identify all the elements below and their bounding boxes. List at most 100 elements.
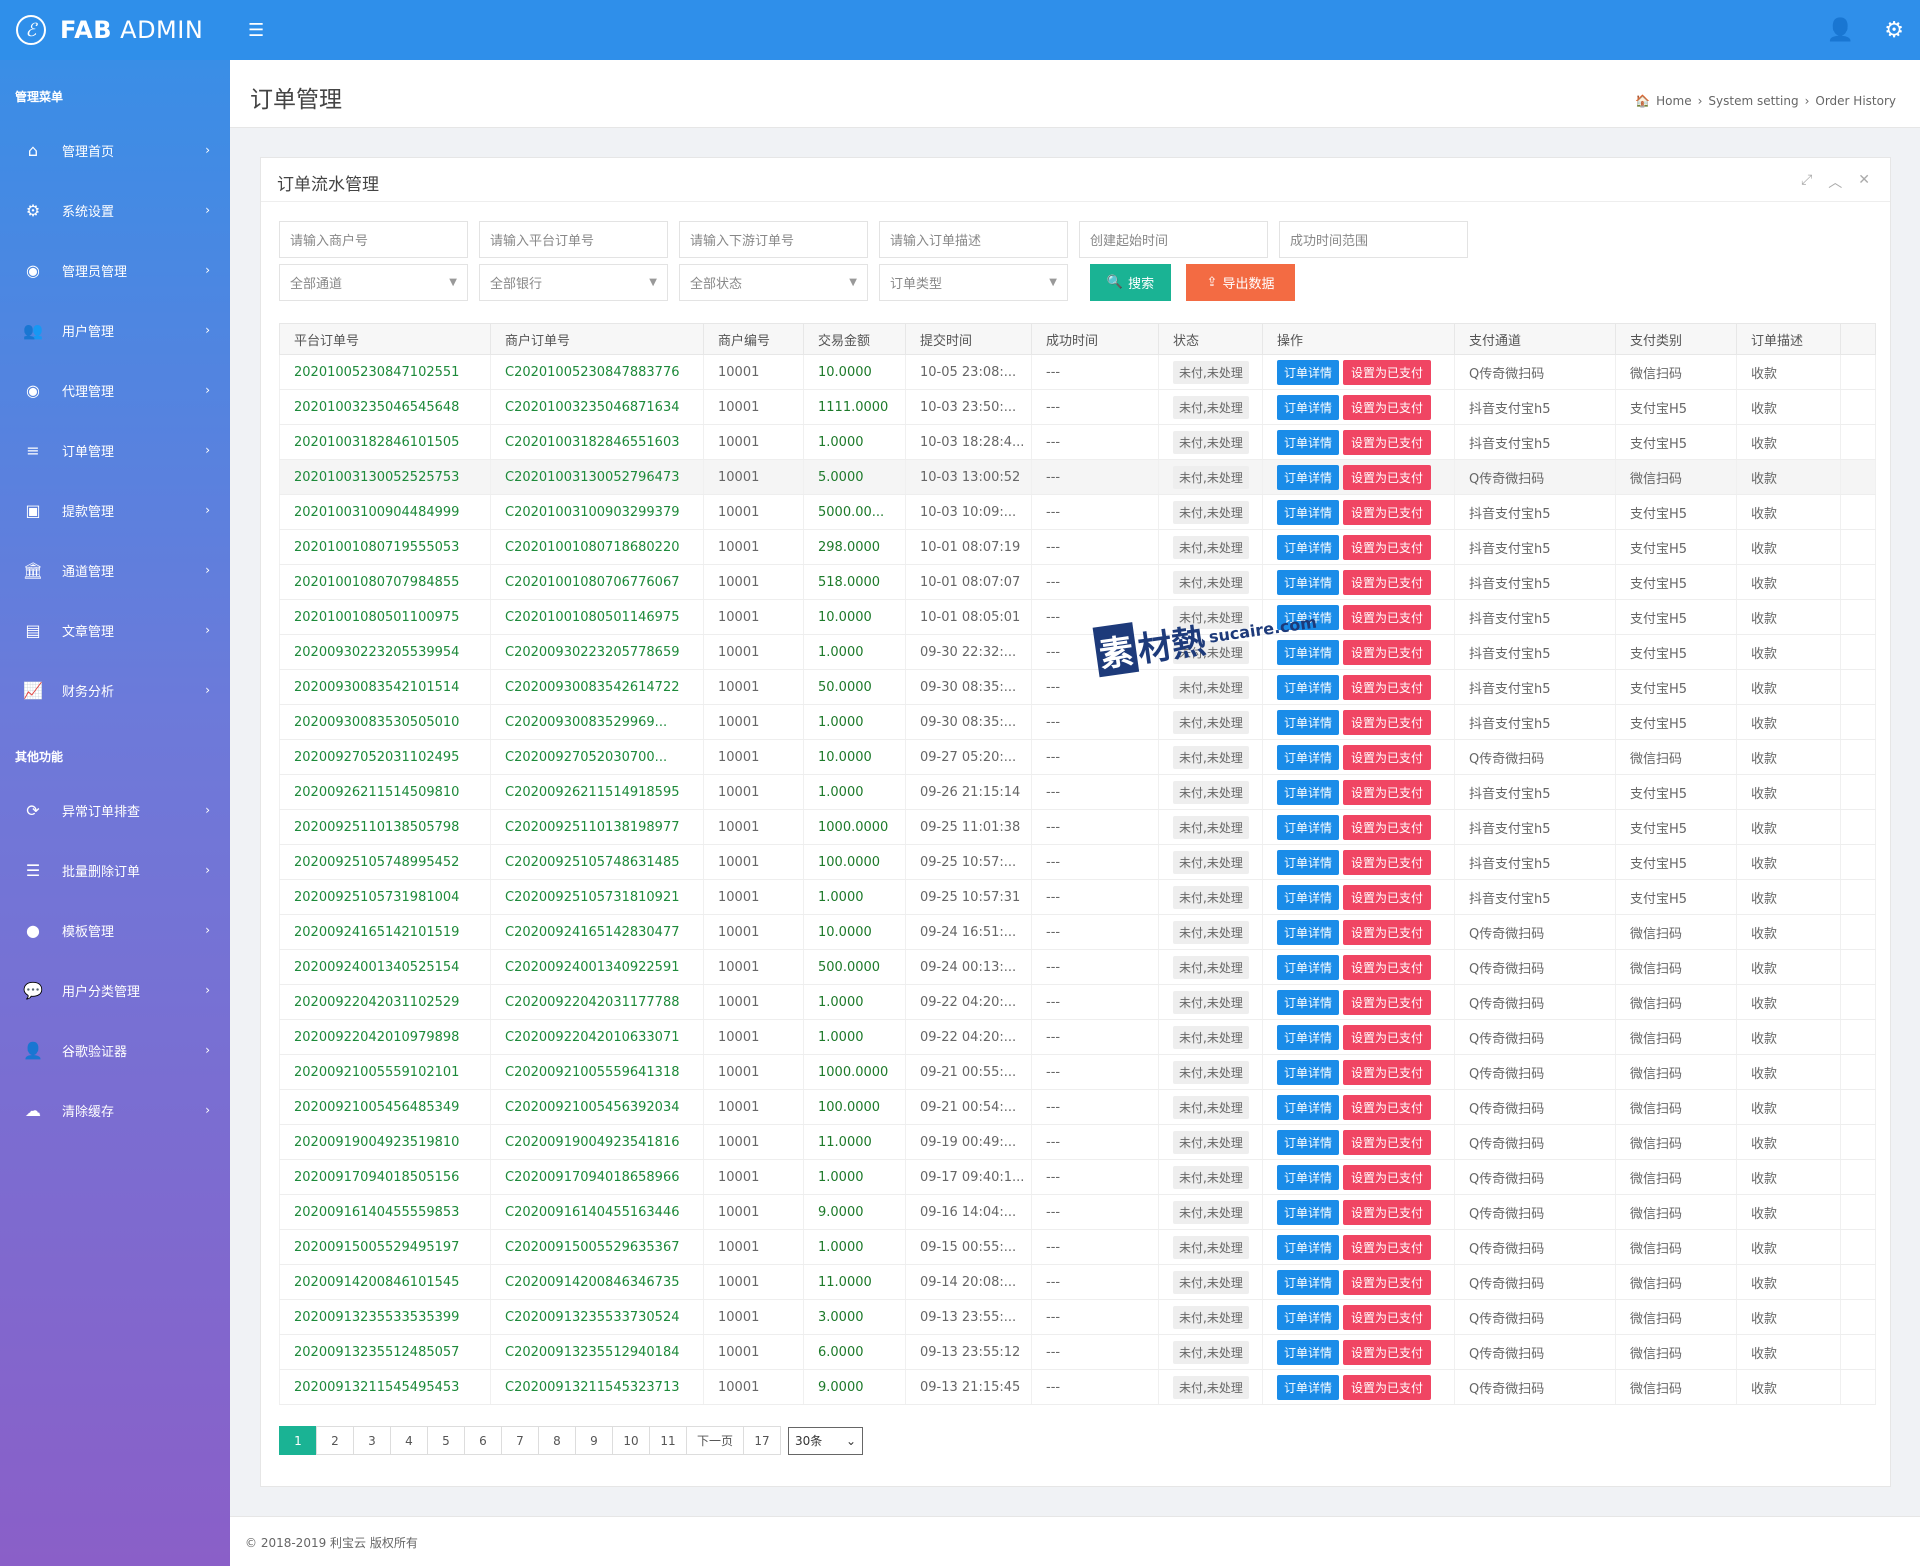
order-detail-button[interactable]: 订单详情 [1277,604,1340,630]
set-paid-button[interactable]: 设置为已支付 [1343,814,1432,840]
set-paid-button[interactable]: 设置为已支付 [1343,569,1432,595]
filter-input-3[interactable]: 请输入下游订单号 [679,221,868,258]
set-paid-button[interactable]: 设置为已支付 [1343,1129,1432,1155]
filter-select-4[interactable]: 订单类型 ▼ [879,264,1068,301]
set-paid-button[interactable]: 设置为已支付 [1343,429,1432,455]
order-detail-button[interactable]: 订单详情 [1277,464,1340,490]
column-header[interactable]: 成功时间 [1031,323,1159,355]
set-paid-button[interactable]: 设置为已支付 [1343,604,1432,630]
set-paid-button[interactable]: 设置为已支付 [1343,639,1432,665]
order-detail-button[interactable]: 订单详情 [1277,1269,1340,1295]
set-paid-button[interactable]: 设置为已支付 [1343,464,1432,490]
set-paid-button[interactable]: 设置为已支付 [1343,1164,1432,1190]
sidebar-item-1[interactable]: ⌂ 管理首页 › [0,120,230,180]
order-detail-button[interactable]: 订单详情 [1277,674,1340,700]
set-paid-button[interactable]: 设置为已支付 [1343,1304,1432,1330]
sidebar-item-3[interactable]: ● 模板管理 › [0,900,230,960]
page-8[interactable]: 8 [538,1426,576,1455]
page-2[interactable]: 2 [316,1426,354,1455]
set-paid-button[interactable]: 设置为已支付 [1343,1024,1432,1050]
column-header[interactable]: 订单描述 [1736,323,1841,355]
order-detail-button[interactable]: 订单详情 [1277,779,1340,805]
sidebar-item-1[interactable]: ⟳ 异常订单排查 › [0,780,230,840]
page-9[interactable]: 9 [575,1426,613,1455]
filter-select-1[interactable]: 全部通道 ▼ [279,264,468,301]
page-6[interactable]: 6 [464,1426,502,1455]
sidebar-item-5[interactable]: 👤 谷歌验证器 › [0,1020,230,1080]
set-paid-button[interactable]: 设置为已支付 [1343,849,1432,875]
order-detail-button[interactable]: 订单详情 [1277,744,1340,770]
set-paid-button[interactable]: 设置为已支付 [1343,989,1432,1015]
order-detail-button[interactable]: 订单详情 [1277,709,1340,735]
column-header[interactable]: 提交时间 [905,323,1032,355]
column-header[interactable]: 支付类别 [1615,323,1737,355]
sidebar-item-3[interactable]: ◉ 管理员管理 › [0,240,230,300]
set-paid-button[interactable]: 设置为已支付 [1343,1094,1432,1120]
order-detail-button[interactable]: 订单详情 [1277,1199,1340,1225]
set-paid-button[interactable]: 设置为已支付 [1343,919,1432,945]
sidebar-item-8[interactable]: 🏛 通道管理 › [0,540,230,600]
fullscreen-icon[interactable]: ⤢ [1801,172,1813,188]
sidebar-item-7[interactable]: ▣ 提款管理 › [0,480,230,540]
set-paid-button[interactable]: 设置为已支付 [1343,534,1432,560]
order-detail-button[interactable]: 订单详情 [1277,394,1340,420]
order-detail-button[interactable]: 订单详情 [1277,569,1340,595]
page-10[interactable]: 10 [612,1426,650,1455]
order-detail-button[interactable]: 订单详情 [1277,954,1340,980]
set-paid-button[interactable]: 设置为已支付 [1343,744,1432,770]
order-detail-button[interactable]: 订单详情 [1277,534,1340,560]
set-paid-button[interactable]: 设置为已支付 [1343,954,1432,980]
breadcrumb-home[interactable]: Home [1656,94,1692,108]
order-detail-button[interactable]: 订单详情 [1277,1374,1340,1400]
column-header[interactable]: 支付通道 [1454,323,1616,355]
filter-input-1[interactable]: 请输入商户号 [279,221,468,258]
filter-input-4[interactable]: 请输入订单描述 [879,221,1068,258]
settings-gear-icon[interactable]: ⚙ [1884,17,1904,43]
set-paid-button[interactable]: 设置为已支付 [1343,1269,1432,1295]
filter-input-5[interactable]: 创建起始时间 [1079,221,1268,258]
search-button[interactable]: 🔍 搜索 [1090,264,1171,301]
sidebar-item-2[interactable]: ☰ 批量删除订单 › [0,840,230,900]
column-header[interactable]: 商户编号 [703,323,804,355]
collapse-icon[interactable]: ︿ [1828,175,1843,191]
brand[interactable]: ℰ FAB ADMIN [0,0,230,60]
set-paid-button[interactable]: 设置为已支付 [1343,709,1432,735]
order-detail-button[interactable]: 订单详情 [1277,639,1340,665]
page-3[interactable]: 3 [353,1426,391,1455]
order-detail-button[interactable]: 订单详情 [1277,1024,1340,1050]
page-4[interactable]: 4 [390,1426,428,1455]
order-detail-button[interactable]: 订单详情 [1277,989,1340,1015]
order-detail-button[interactable]: 订单详情 [1277,919,1340,945]
page-size-select[interactable]: 30条 ⌄ [788,1426,864,1455]
set-paid-button[interactable]: 设置为已支付 [1343,884,1432,910]
set-paid-button[interactable]: 设置为已支付 [1343,1199,1432,1225]
next-page-button[interactable]: 下一页 [686,1426,745,1455]
order-detail-button[interactable]: 订单详情 [1277,429,1340,455]
sidebar-item-2[interactable]: ⚙ 系统设置 › [0,180,230,240]
set-paid-button[interactable]: 设置为已支付 [1343,359,1432,385]
sidebar-item-4[interactable]: 💬 用户分类管理 › [0,960,230,1020]
order-detail-button[interactable]: 订单详情 [1277,1234,1340,1260]
page-5[interactable]: 5 [427,1426,465,1455]
column-header[interactable]: 商户订单号 [490,323,704,355]
filter-select-3[interactable]: 全部状态 ▼ [679,264,868,301]
order-detail-button[interactable]: 订单详情 [1277,1164,1340,1190]
filter-input-2[interactable]: 请输入平台订单号 [479,221,668,258]
order-detail-button[interactable]: 订单详情 [1277,1304,1340,1330]
order-detail-button[interactable]: 订单详情 [1277,1094,1340,1120]
sidebar-item-6[interactable]: ☁ 清除缓存 › [0,1080,230,1140]
filter-input-6[interactable]: 成功时间范围 [1279,221,1468,258]
set-paid-button[interactable]: 设置为已支付 [1343,1234,1432,1260]
order-detail-button[interactable]: 订单详情 [1277,1339,1340,1365]
column-header[interactable]: 状态 [1158,323,1263,355]
sidebar-item-4[interactable]: 👥 用户管理 › [0,300,230,360]
column-header[interactable]: 平台订单号 [279,323,491,355]
set-paid-button[interactable]: 设置为已支付 [1343,779,1432,805]
set-paid-button[interactable]: 设置为已支付 [1343,1339,1432,1365]
set-paid-button[interactable]: 设置为已支付 [1343,1059,1432,1085]
page-7[interactable]: 7 [501,1426,539,1455]
sidebar-item-5[interactable]: ◉ 代理管理 › [0,360,230,420]
user-icon[interactable]: 👤 [1826,17,1855,43]
set-paid-button[interactable]: 设置为已支付 [1343,499,1432,525]
set-paid-button[interactable]: 设置为已支付 [1343,394,1432,420]
